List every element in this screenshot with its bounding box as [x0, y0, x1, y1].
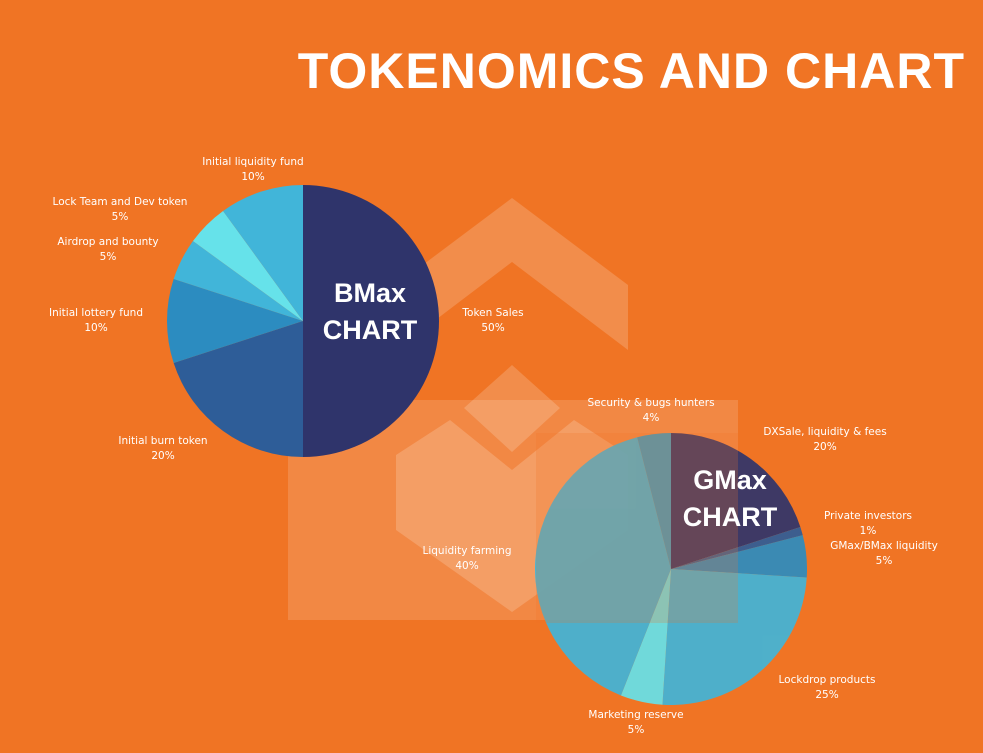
slice-value-label: 50%	[481, 322, 504, 334]
pie-slice	[671, 433, 801, 569]
pie	[535, 433, 807, 705]
slice-label: Token Sales	[461, 307, 523, 319]
chart-title: GMax CHART	[682, 465, 778, 532]
slice-value-label: 5%	[100, 251, 117, 263]
overlay	[536, 433, 738, 623]
pie-slice	[535, 437, 671, 696]
pie-slice	[662, 569, 807, 705]
chart-title: BMax CHART	[322, 278, 418, 345]
pie-slice	[620, 569, 671, 705]
pie-slice	[303, 185, 439, 457]
pie-slice	[671, 526, 803, 569]
slice-value-label: 5%	[112, 211, 129, 223]
slice-value-label: 4%	[643, 412, 660, 424]
slice-label: Initial burn token	[118, 435, 207, 447]
slice-value-label: 10%	[84, 322, 107, 334]
slice-value-label: 1%	[860, 525, 877, 537]
slice-label: GMax/BMax liquidity	[830, 540, 938, 552]
slice-label: Initial liquidity fund	[202, 156, 303, 168]
slice-value-label: 5%	[628, 724, 645, 736]
slice-value-label: 10%	[241, 171, 264, 183]
slice-label: Lock Team and Dev token	[53, 196, 188, 208]
pie-slice	[173, 241, 303, 321]
slice-label: DXSale, liquidity & fees	[763, 426, 886, 438]
slice-label: Private investors	[824, 510, 912, 522]
pie-slice	[192, 210, 303, 321]
pie-slice	[637, 433, 671, 569]
slice-value-label: 20%	[151, 450, 174, 462]
slice-label: Airdrop and bounty	[57, 236, 158, 248]
slice-label: Initial lottery fund	[49, 307, 143, 319]
slice-label: Security & bugs hunters	[587, 397, 714, 409]
pie	[167, 185, 439, 457]
slice-value-label: 20%	[813, 441, 836, 453]
slice-label: Marketing reserve	[588, 709, 683, 721]
slice-value-label: 40%	[455, 560, 478, 572]
slice-value-label: 25%	[815, 689, 838, 701]
pie-slice	[671, 535, 807, 578]
page-title: TOKENOMICS AND CHART	[297, 43, 965, 99]
slice-label: Liquidity farming	[423, 545, 512, 557]
slice-label: Lockdrop products	[779, 674, 876, 686]
pie-slice	[167, 278, 303, 364]
pie-slice	[173, 321, 303, 457]
pie-slice	[223, 185, 303, 321]
slice-value-label: 5%	[876, 555, 893, 567]
